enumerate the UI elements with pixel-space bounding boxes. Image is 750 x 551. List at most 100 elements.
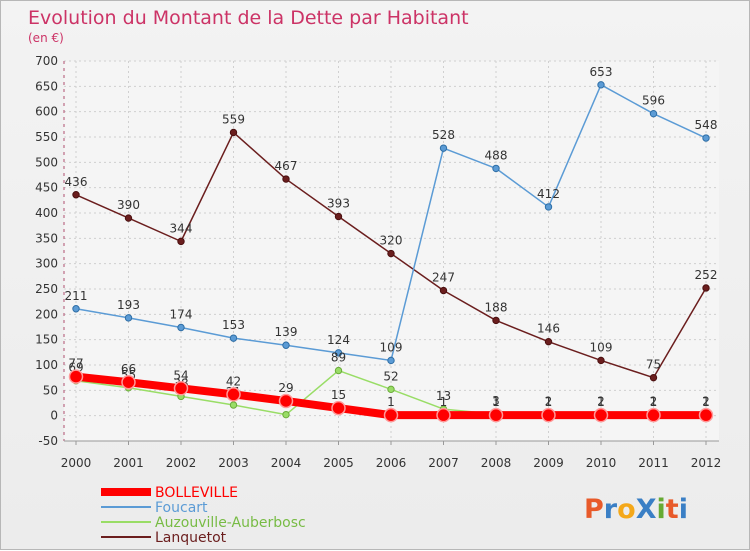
- data-label: 52: [383, 369, 398, 383]
- data-label: 393: [327, 197, 350, 211]
- data-point: [124, 314, 133, 322]
- data-point: [177, 237, 185, 246]
- data-point: [492, 316, 500, 325]
- legend: BOLLEVILLEFoucartAuzouville-AuberboscLan…: [101, 485, 306, 546]
- x-tick-label: 2007: [428, 456, 459, 470]
- chart-title: Evolution du Montant de la Dette par Hab…: [28, 7, 469, 29]
- series-line-segment: [390, 388, 445, 410]
- series-line-segment: [285, 178, 340, 218]
- data-label: 188: [485, 300, 508, 314]
- series-line-segment: [229, 390, 290, 405]
- x-tick-label: 2000: [61, 456, 92, 470]
- x-tick-label: 2005: [323, 456, 354, 470]
- data-label: 77: [68, 357, 83, 371]
- data-label: 146: [537, 322, 560, 336]
- series-line-segment: [337, 215, 392, 255]
- series: 4363903445594673933202471881461097525221…: [65, 65, 718, 423]
- axes: -50 0 50 100 150 200 250 300 350 400 450 500 550 600 6…: [35, 54, 721, 470]
- legend-label: Lanquetot: [155, 530, 227, 546]
- data-label: 75: [646, 358, 661, 372]
- series-line-segment: [547, 340, 602, 362]
- series-line-segment: [75, 308, 130, 319]
- data-label: 559: [222, 112, 245, 126]
- data-point: [387, 385, 395, 394]
- data-label: 252: [695, 268, 718, 282]
- data-label: 174: [170, 308, 193, 322]
- series-line-segment: [75, 194, 130, 219]
- data-point: [334, 349, 343, 357]
- data-point: [278, 393, 294, 409]
- proxiti-logo-text: ProXiti: [584, 494, 688, 525]
- data-point: [72, 191, 80, 199]
- data-label: 1: [492, 395, 500, 409]
- data-label: 1: [440, 395, 448, 409]
- data-label: 193: [117, 298, 140, 312]
- series-line-segment: [334, 404, 395, 420]
- data-point: [439, 144, 448, 152]
- data-label: 390: [117, 198, 140, 212]
- data-point: [597, 81, 605, 89]
- data-point: [121, 374, 136, 390]
- series-line-segment: [390, 252, 445, 292]
- data-label: 436: [65, 175, 88, 189]
- data-label: 1: [545, 395, 553, 409]
- data-label: 139: [275, 325, 298, 339]
- data-point: [229, 401, 238, 409]
- data-label: 653: [590, 65, 613, 79]
- y-tick-label: 650: [35, 79, 58, 93]
- legend-label: Foucart: [155, 500, 208, 516]
- data-point: [282, 410, 290, 419]
- data-point: [331, 400, 346, 416]
- y-tick-label: 600: [35, 105, 58, 119]
- data-label: 412: [537, 187, 560, 201]
- series-line-segment: [442, 289, 497, 322]
- y-tick-label: 100: [35, 358, 58, 372]
- x-tick-label: 2012: [691, 456, 722, 470]
- y-tick-label: 50: [43, 383, 58, 397]
- series-line-segment: [72, 372, 133, 387]
- x-tick-label: 2011: [638, 456, 669, 470]
- y-tick-label: 150: [35, 333, 58, 347]
- data-point: [593, 407, 609, 423]
- data-point: [124, 214, 133, 222]
- data-label: 15: [331, 388, 346, 402]
- legend-label: BOLLEVILLE: [155, 485, 238, 501]
- data-point: [439, 286, 448, 295]
- series-line-segment: [177, 384, 238, 399]
- data-label: 467: [275, 159, 298, 173]
- logo-letter: t: [666, 494, 679, 525]
- series-line-segment: [285, 344, 340, 354]
- data-point: [544, 203, 553, 211]
- x-tick-label: 2009: [533, 456, 564, 470]
- data-label: 2: [650, 395, 658, 409]
- series-line-segment: [495, 319, 550, 343]
- data-point: [282, 175, 290, 183]
- y-tick-label: 300: [35, 257, 58, 271]
- x-tick-label: 2002: [166, 456, 197, 470]
- data-label: 54: [173, 368, 188, 382]
- series-line-segment: [600, 359, 655, 379]
- data-label: 109: [380, 340, 403, 354]
- series-line-segment: [75, 379, 130, 389]
- y-tick-label: 250: [35, 282, 58, 296]
- data-label: 548: [695, 118, 718, 132]
- data-label: 488: [485, 148, 508, 162]
- series-line-segment: [282, 396, 343, 413]
- data-label: 124: [327, 333, 350, 347]
- series-line-segment: [127, 217, 182, 243]
- data-point: [649, 373, 658, 382]
- data-point: [177, 323, 185, 332]
- data-point: [646, 407, 661, 423]
- data-label: 29: [278, 381, 293, 395]
- series-line-segment: [232, 337, 287, 346]
- y-tick-label: 500: [35, 155, 58, 169]
- data-label: 211: [65, 289, 88, 303]
- data-point: [541, 407, 556, 423]
- data-point: [229, 128, 238, 137]
- data-label: 1: [650, 395, 658, 409]
- series-line-segment: [180, 131, 235, 243]
- data-point: [387, 356, 395, 365]
- data-label: 42: [226, 374, 241, 388]
- legend-label: Auzouville-Auberbosc: [155, 515, 306, 531]
